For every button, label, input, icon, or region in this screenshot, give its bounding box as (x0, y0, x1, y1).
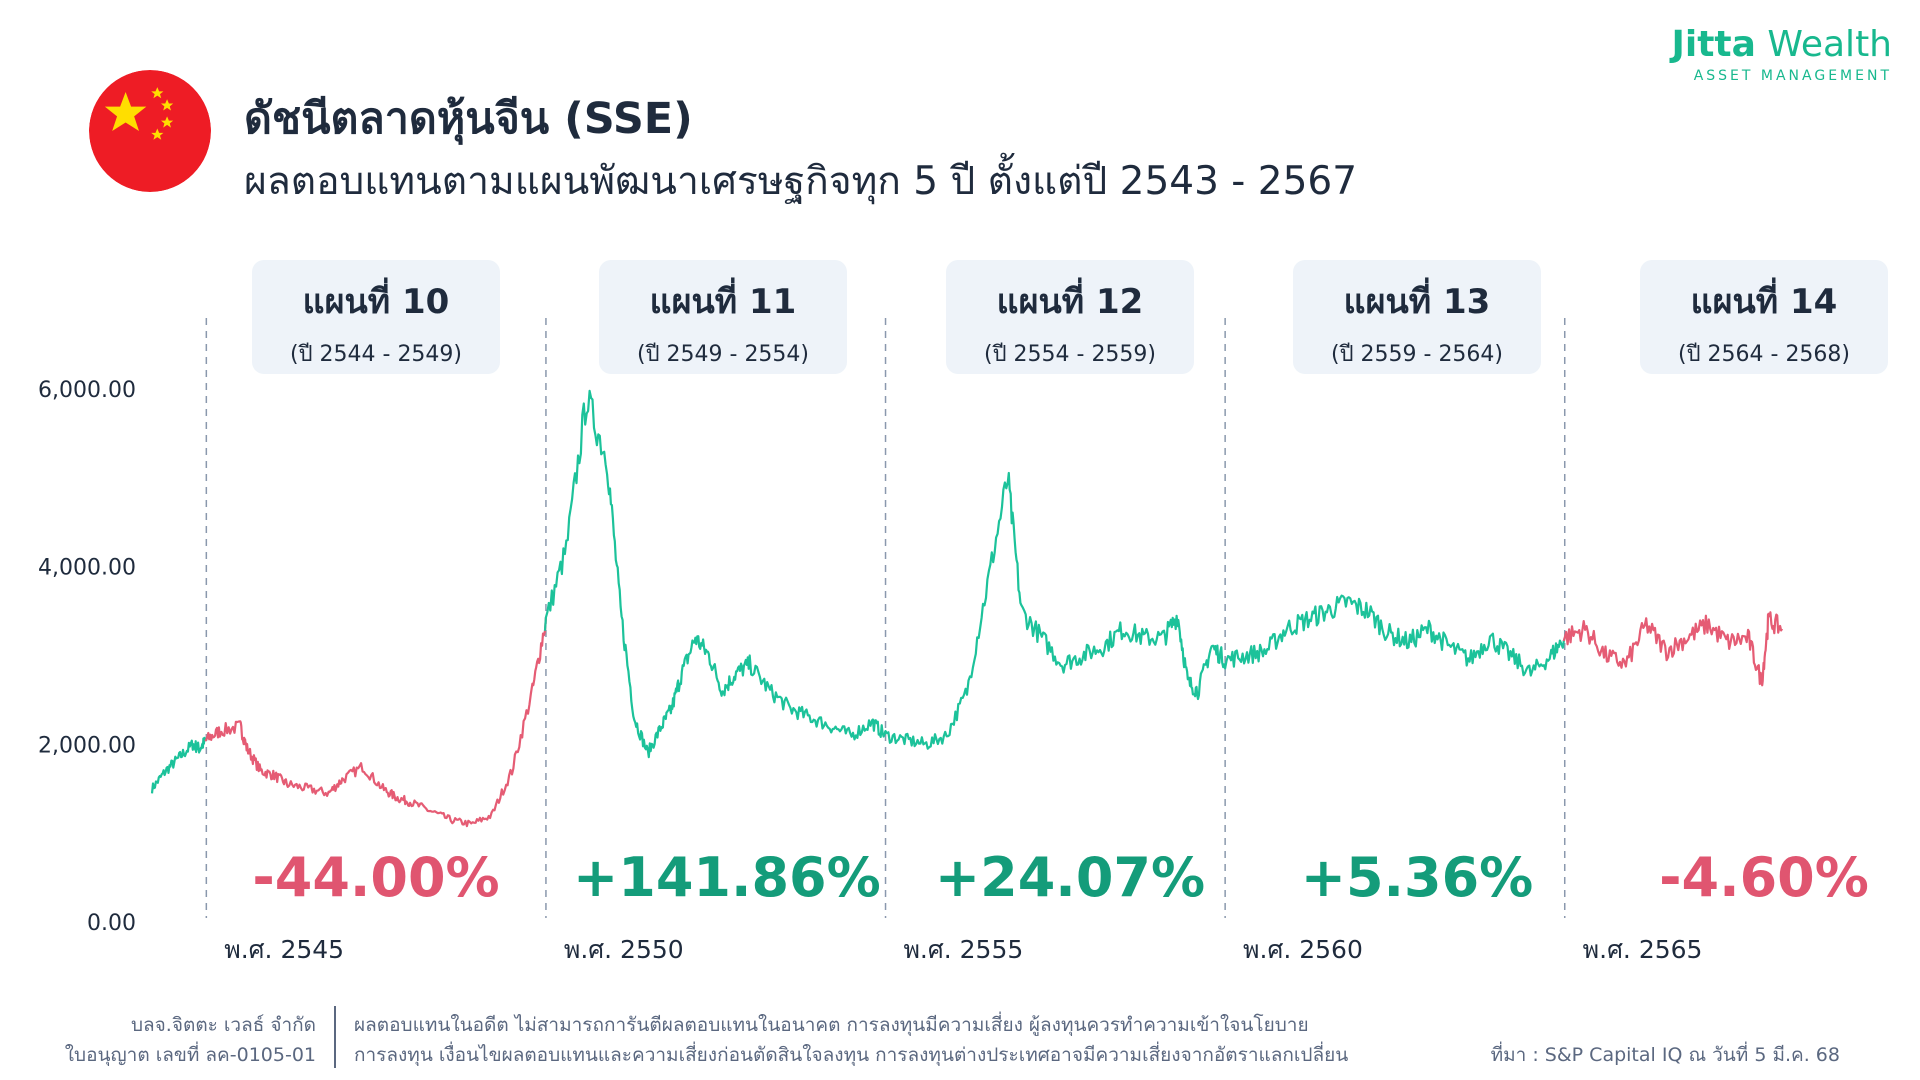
x-tick-label: พ.ศ. 2560 (1243, 935, 1363, 964)
plan-years: (ปี 2564 - 2568) (1677, 342, 1851, 367)
disclaimer-line-1: ผลตอบแทนในอดีต ไม่สามารถการันตีผลตอบแทนใ… (354, 1014, 1309, 1036)
index-line-segment (1562, 611, 1784, 687)
footer-divider (334, 1006, 336, 1068)
plan-years: (ปี 2559 - 2564) (1330, 342, 1504, 367)
plan-box-14: แผนที่ 14 (ปี 2564 - 2568) (1640, 260, 1888, 374)
brand-name-bold: Jitta (1671, 24, 1756, 65)
plan-years: (ปี 2544 - 2549) (289, 342, 463, 367)
index-line-segment (543, 389, 887, 759)
y-tick-label: 4,000.00 (38, 556, 136, 581)
brand-logo: Jitta Wealth ASSET MANAGEMENT (1671, 24, 1892, 84)
plan-name: แผนที่ 12 (996, 282, 1144, 322)
index-line-segment (150, 736, 209, 794)
page-title: ดัชนีตลาดหุ้นจีน (SSE) (244, 94, 693, 144)
x-tick-label: พ.ศ. 2565 (1583, 935, 1703, 964)
plan-name: แผนที่ 11 (649, 282, 797, 322)
plan-years: (ปี 2549 - 2554) (636, 342, 810, 367)
index-line-segment (1223, 594, 1566, 677)
plan-years: (ปี 2554 - 2559) (983, 342, 1157, 367)
company-info: บลจ.จิตตะ เวลธ์ จำกัด ใบอนุญาต เลขที่ ลค… (40, 1010, 316, 1070)
y-tick-label: 6,000.00 (38, 378, 136, 403)
y-tick-label: 2,000.00 (38, 733, 136, 758)
plan-10-return: -44.00% (252, 846, 500, 909)
y-tick-label: 0.00 (87, 911, 136, 936)
plan-name: แผนที่ 14 (1690, 282, 1838, 322)
x-tick-label: พ.ศ. 2545 (224, 935, 344, 964)
plan-box-10: แผนที่ 10 (ปี 2544 - 2549) (252, 260, 500, 374)
plan-box-13: แผนที่ 13 (ปี 2559 - 2564) (1293, 260, 1541, 374)
plan-11-return: +141.86% (573, 846, 881, 909)
brand-subtitle: ASSET MANAGEMENT (1693, 68, 1892, 84)
disclaimer-line-2: การลงทุน เงื่อนไขผลตอบแทนและความเสี่ยงก่… (354, 1044, 1349, 1066)
plan-13-return: +5.36% (1300, 846, 1534, 909)
plan-14-return: -4.60% (1659, 846, 1869, 909)
index-line-segment (204, 617, 547, 828)
plan-name: แผนที่ 13 (1343, 282, 1491, 322)
license-number: ใบอนุญาต เลขที่ ลค-0105-01 (64, 1044, 316, 1066)
plan-name: แผนที่ 10 (302, 282, 450, 322)
brand-name-light: Wealth (1755, 24, 1892, 65)
plan-12-return: +24.07% (934, 846, 1206, 909)
data-source: ที่มา : S&P Capital IQ ณ วันที่ 5 มี.ค. … (1490, 1044, 1840, 1066)
x-tick-label: พ.ศ. 2555 (903, 935, 1023, 964)
disclaimer: ผลตอบแทนในอดีต ไม่สามารถการันตีผลตอบแทนใ… (354, 1010, 1348, 1070)
x-tick-label: พ.ศ. 2550 (564, 935, 684, 964)
page-subtitle: ผลตอบแทนตามแผนพัฒนาเศรษฐกิจทุก 5 ปี ตั้ง… (244, 159, 1358, 204)
plan-box-12: แผนที่ 12 (ปี 2554 - 2559) (946, 260, 1194, 374)
company-name: บลจ.จิตตะ เวลธ์ จำกัด (130, 1014, 316, 1036)
china-flag-icon (89, 70, 211, 192)
index-line-segment (883, 471, 1227, 750)
brand-name: Jitta Wealth (1671, 24, 1892, 66)
plan-box-11: แผนที่ 11 (ปี 2549 - 2554) (599, 260, 847, 374)
